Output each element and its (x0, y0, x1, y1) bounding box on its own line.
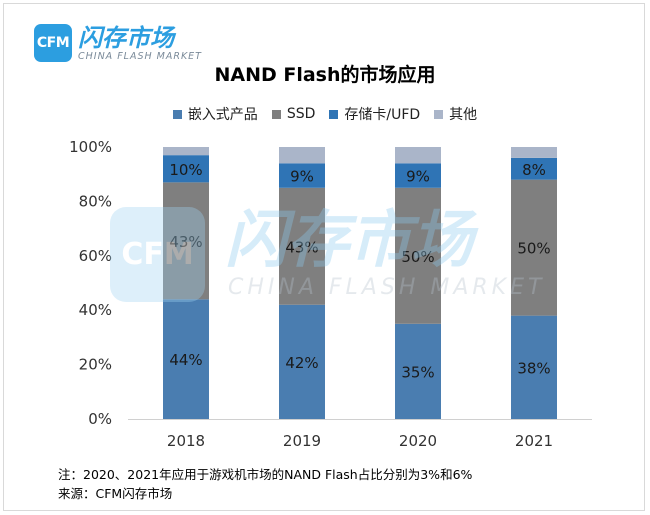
data-label: 9% (290, 168, 314, 186)
logo-cn-text: 闪存市场 (78, 23, 174, 52)
chart-title: NAND Flash的市场应用 (214, 64, 436, 86)
data-label: 8% (522, 161, 546, 179)
bar-segment (395, 163, 441, 188)
legend-swatch-card-ufd (329, 109, 339, 119)
logo-text: 闪存市场 CHINA FLASH MARKET (78, 25, 202, 62)
legend-swatch-embedded (172, 109, 182, 119)
x-tick-label: 2020 (399, 432, 437, 450)
bar-segment (511, 147, 557, 158)
logo-box: CFM (34, 24, 72, 62)
legend-swatch-other (434, 109, 444, 119)
logo-en-text: CHINA FLASH MARKET (78, 50, 202, 62)
bar-segment (163, 155, 209, 183)
bar-segment (163, 182, 209, 300)
legend-label-ssd: SSD (286, 106, 316, 122)
bar-segment (395, 323, 441, 419)
legend-item-ssd: SSD (271, 104, 316, 124)
legend-item-other: 其他 (434, 104, 477, 124)
legend-label-card-ufd: 存储卡/UFD (344, 107, 421, 123)
bar-segment (395, 147, 441, 164)
bar-segment (511, 315, 557, 419)
y-tick-label: 60% (79, 247, 112, 265)
data-label: 44% (169, 351, 202, 369)
data-label: 50% (401, 248, 434, 266)
bar-segment (395, 187, 441, 324)
y-tick-label: 100% (69, 138, 112, 156)
legend-label-other: 其他 (449, 107, 478, 123)
bar-segment (511, 179, 557, 316)
x-tick-label: 2019 (283, 432, 321, 450)
legend-item-embedded: 嵌入式产品 (172, 104, 258, 124)
source-note: 来源：CFM闪存市场 (58, 486, 173, 501)
bar-segment (279, 163, 325, 188)
data-label: 9% (406, 168, 430, 186)
legend-item-card-ufd: 存储卡/UFD (329, 104, 420, 124)
bar-segment (279, 147, 325, 164)
chart-legend: 嵌入式产品 SSD 存储卡/UFD 其他 (0, 104, 650, 124)
legend-label-embedded: 嵌入式产品 (187, 107, 258, 123)
x-tick-label: 2021 (515, 432, 553, 450)
data-label: 50% (517, 240, 550, 258)
x-tick-label: 2018 (167, 432, 205, 450)
y-tick-label: 40% (79, 301, 112, 319)
data-label: 38% (517, 359, 550, 377)
bar-segment (163, 299, 209, 419)
cfm-logo: CFM 闪存市场 CHINA FLASH MARKET (34, 24, 202, 62)
bar-segment (279, 187, 325, 305)
data-label: 35% (401, 363, 434, 381)
data-label: 43% (169, 233, 202, 251)
legend-swatch-ssd (271, 109, 281, 119)
bar-segment (511, 157, 557, 180)
data-label: 43% (285, 238, 318, 256)
y-tick-label: 80% (79, 192, 112, 210)
y-tick-label: 20% (79, 356, 112, 374)
data-label: 42% (285, 354, 318, 372)
bar-segment (279, 304, 325, 419)
y-tick-label: 0% (88, 410, 112, 428)
data-label: 10% (169, 161, 202, 179)
footnote: 注：2020、2021年应用于游戏机市场的NAND Flash占比分别为3%和6… (58, 467, 473, 482)
bar-segment (163, 147, 209, 156)
